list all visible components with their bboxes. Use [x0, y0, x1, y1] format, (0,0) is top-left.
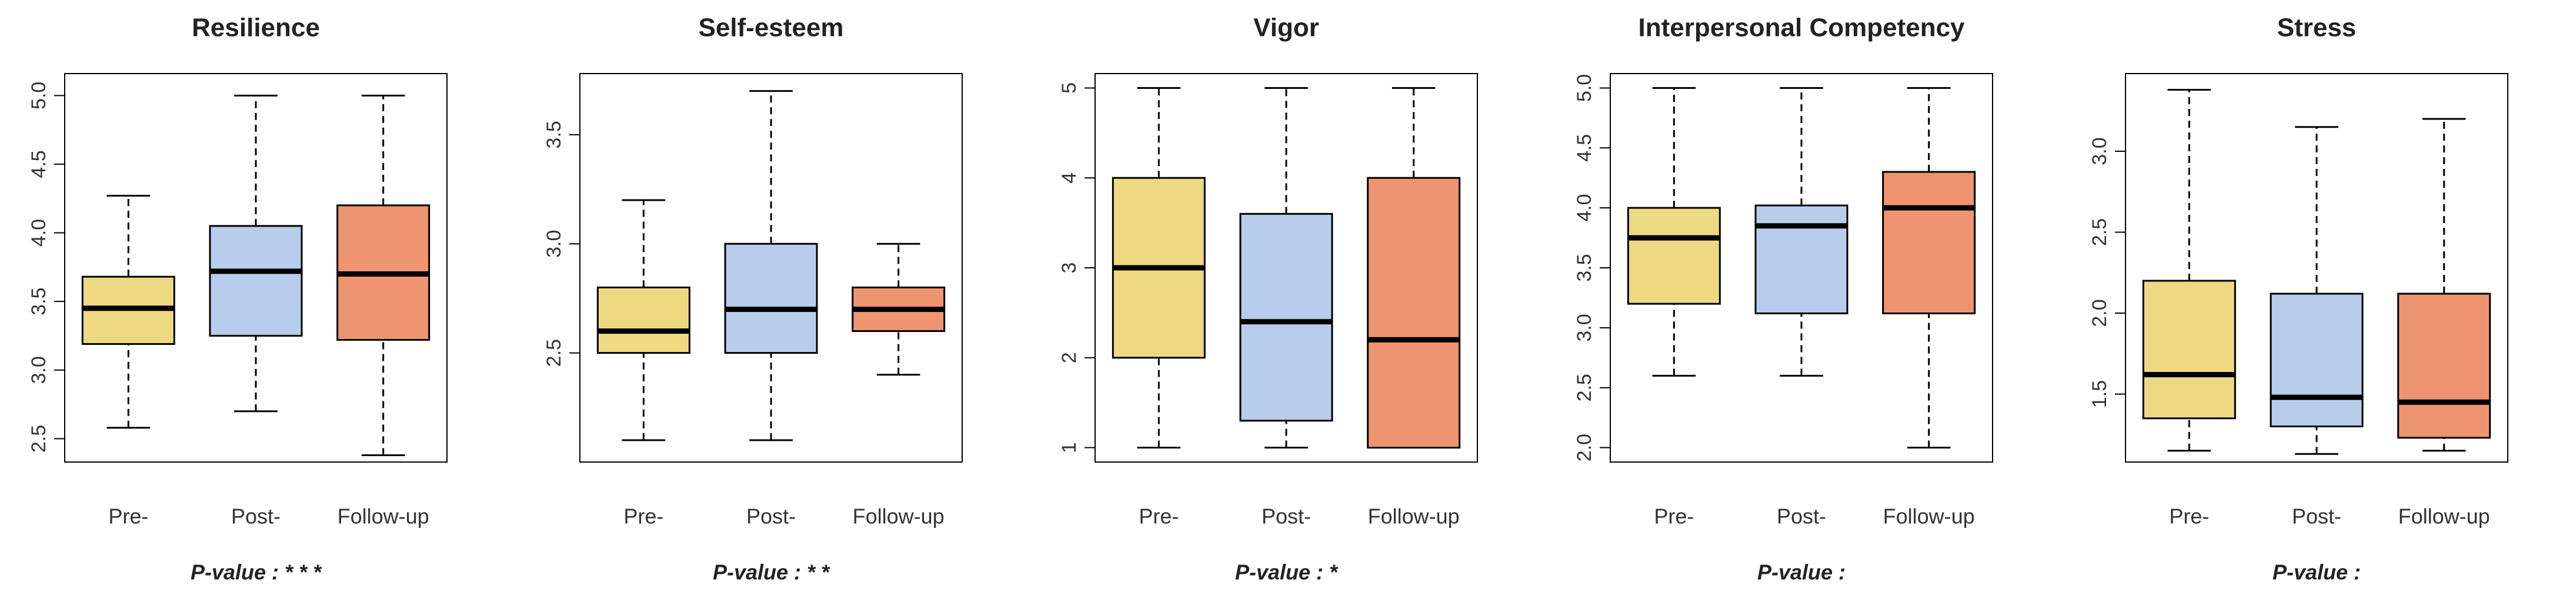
- x-tick-label: Pre-: [1654, 504, 1694, 529]
- footnote: P-value :: [2273, 560, 2361, 584]
- y-tick-label: 4.5: [1573, 134, 1596, 162]
- y-tick-label: 3.0: [2088, 137, 2111, 165]
- y-tick-label: 4.0: [28, 219, 50, 247]
- footnote: P-value : * *: [713, 560, 830, 584]
- box: [2270, 293, 2364, 427]
- y-tick-label: 3.0: [543, 230, 565, 258]
- x-tick-label: Pre-: [2169, 504, 2209, 529]
- x-tick-label: Follow-up: [853, 504, 945, 529]
- x-tick-label: Pre-: [1139, 504, 1179, 529]
- y-tick-label: 2.0: [2088, 299, 2111, 327]
- x-tick-label: Follow-up: [338, 504, 429, 529]
- y-tick-label: 4: [1058, 172, 1080, 184]
- y-tick-label: 3.0: [28, 356, 50, 384]
- box: [1882, 171, 1976, 314]
- x-tick-label: Follow-up: [2398, 504, 2490, 529]
- box: [596, 286, 690, 354]
- y-tick-label: 1: [1058, 442, 1080, 453]
- box: [209, 225, 303, 337]
- y-tick-label: 2.5: [28, 425, 50, 453]
- box: [2142, 280, 2236, 420]
- y-tick-label: 3.5: [1573, 254, 1596, 281]
- x-tick-label: Follow-up: [1368, 504, 1460, 529]
- box: [2397, 293, 2491, 439]
- footnote: P-value : *: [1235, 560, 1339, 584]
- y-tick-label: 5.0: [28, 82, 50, 109]
- box: [1627, 207, 1721, 305]
- box: [724, 242, 818, 354]
- y-tick-label: 2.5: [543, 339, 565, 367]
- y-tick-label: 3.5: [543, 121, 565, 148]
- x-tick-label: Pre-: [108, 504, 148, 529]
- x-tick-label: Post-: [2292, 504, 2341, 529]
- y-tick-label: 5: [1058, 82, 1080, 94]
- plot-frame: [64, 73, 448, 463]
- box: [1367, 177, 1461, 449]
- x-tick-label: Post-: [1777, 504, 1826, 529]
- box: [1239, 212, 1333, 422]
- y-tick-label: 3.5: [28, 288, 50, 315]
- box: [1754, 204, 1848, 314]
- y-tick-label: 4.5: [28, 150, 50, 178]
- y-tick-label: 4.0: [1573, 194, 1596, 222]
- y-tick-label: 2.5: [1573, 374, 1596, 401]
- y-tick-label: 2.0: [1573, 434, 1596, 461]
- plot-frame: [2125, 73, 2508, 463]
- x-tick-label: Follow-up: [1883, 504, 1975, 529]
- x-tick-label: Pre-: [623, 504, 663, 529]
- y-tick-label: 2: [1058, 352, 1080, 363]
- chart-title: Self-esteem: [698, 14, 843, 42]
- y-tick-label: 5.0: [1573, 74, 1596, 102]
- x-tick-label: Post-: [231, 504, 281, 529]
- y-tick-label: 1.5: [2088, 380, 2111, 408]
- x-tick-label: Post-: [1262, 504, 1311, 529]
- chart-title: Interpersonal Competency: [1638, 14, 1965, 42]
- y-tick-label: 3: [1058, 263, 1080, 274]
- chart-title: Resilience: [192, 14, 320, 42]
- footnote: P-value :: [1757, 560, 1846, 584]
- chart-title: Vigor: [1253, 14, 1319, 42]
- chart-title: Stress: [2277, 14, 2357, 42]
- plot-frame: [579, 73, 963, 463]
- footnote: P-value : * * *: [191, 560, 322, 584]
- y-tick-label: 3.0: [1573, 314, 1596, 341]
- x-tick-label: Post-: [746, 504, 796, 529]
- y-tick-label: 2.5: [2088, 218, 2111, 246]
